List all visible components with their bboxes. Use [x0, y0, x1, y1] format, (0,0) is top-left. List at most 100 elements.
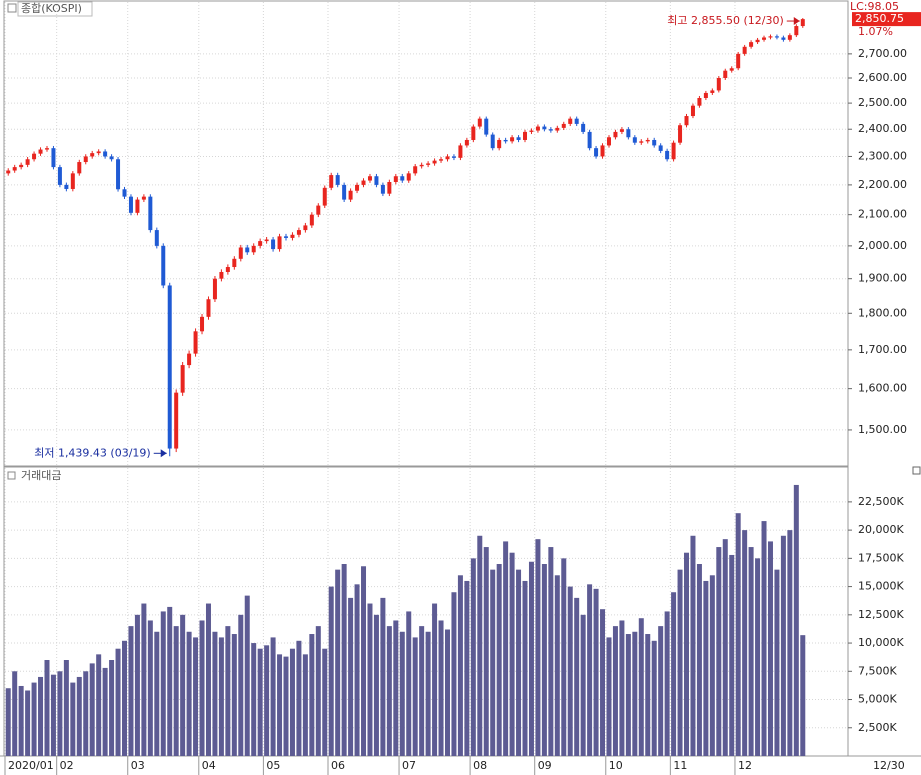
candle-body	[587, 131, 592, 149]
y-tick-label: 2,600.00	[858, 71, 907, 84]
candle-body	[523, 131, 528, 140]
bar	[451, 592, 457, 756]
bar	[696, 564, 702, 756]
candle-body	[535, 126, 540, 131]
bar	[251, 643, 257, 756]
bar	[257, 648, 263, 756]
candle-body	[703, 92, 708, 99]
y-tick-label: 22,500K	[858, 495, 904, 508]
bar	[141, 603, 147, 756]
candle-body	[64, 184, 69, 189]
candle-body	[70, 173, 75, 189]
bar	[580, 614, 586, 756]
y-tick-label: 2,200.00	[858, 178, 907, 191]
candle-body	[19, 164, 24, 168]
candle-body	[284, 236, 288, 238]
bar	[638, 618, 644, 756]
bar	[186, 631, 192, 756]
candle-body	[406, 173, 411, 181]
candle-body	[6, 170, 11, 174]
candle-body	[768, 36, 773, 38]
candle-body	[658, 145, 663, 151]
candle-body	[187, 353, 192, 366]
bar	[96, 654, 102, 756]
bar	[160, 611, 166, 756]
bar	[5, 688, 11, 756]
x-tick-label: 08	[473, 759, 487, 772]
bar	[800, 635, 806, 756]
candle-body	[212, 278, 217, 300]
candle-body	[109, 156, 114, 160]
bar	[774, 569, 780, 756]
x-tick-label: 11	[673, 759, 687, 772]
bar	[787, 530, 793, 756]
bar	[63, 660, 69, 756]
candle-body	[355, 184, 360, 191]
bar	[767, 541, 773, 756]
candle-body	[245, 247, 250, 253]
bar	[632, 631, 638, 756]
candle-body	[439, 159, 444, 161]
candle-body	[613, 131, 618, 138]
bar	[722, 539, 728, 756]
bar	[277, 654, 283, 756]
candle-body	[471, 126, 476, 140]
candle-body	[477, 118, 482, 127]
y-tick-label: 1,800.00	[858, 306, 907, 319]
bar	[677, 569, 683, 756]
y-tick-label: 2,500K	[858, 721, 897, 734]
candle-body	[322, 187, 327, 206]
candle-body	[12, 167, 17, 171]
bar	[89, 663, 95, 756]
bar	[444, 629, 450, 756]
candle-body	[290, 234, 295, 238]
candle-body	[380, 184, 385, 194]
candle-body	[516, 137, 521, 140]
candle-body	[180, 365, 185, 393]
y-tick-label: 2,500.00	[858, 96, 907, 109]
bar	[44, 660, 50, 756]
bar	[587, 584, 593, 756]
x-tick-label: 03	[131, 759, 145, 772]
y-tick-label: 5,000K	[858, 693, 897, 706]
candle-body	[445, 156, 450, 160]
bar	[709, 575, 715, 756]
bar	[244, 595, 250, 756]
candle-body	[490, 134, 495, 149]
bar	[425, 631, 431, 756]
candle-body	[219, 271, 224, 279]
bar	[341, 564, 347, 756]
bar	[393, 620, 399, 756]
candle-body	[38, 149, 43, 154]
bar	[651, 640, 657, 756]
y-tick-label: 1,900.00	[858, 272, 907, 285]
bar	[38, 676, 44, 756]
bar	[742, 530, 748, 756]
y-tick-label: 15,000K	[858, 580, 904, 593]
candle-body	[225, 267, 230, 272]
candle-body	[568, 118, 573, 124]
candle-body	[361, 180, 366, 185]
bar	[567, 586, 573, 756]
candle-body	[645, 139, 650, 142]
bar	[716, 547, 722, 756]
candle-body	[736, 53, 741, 69]
candle-body	[206, 299, 211, 317]
candle-body	[387, 181, 392, 194]
bar	[432, 603, 438, 756]
bar	[50, 674, 56, 756]
bar	[412, 637, 418, 756]
bar	[735, 513, 741, 756]
annotation-arrowhead	[160, 449, 167, 458]
candle-body	[57, 167, 62, 185]
bar	[270, 637, 276, 756]
candle-body	[529, 130, 534, 132]
volume-title: 거래대금	[21, 469, 61, 482]
price-frame	[3, 0, 849, 467]
candle-body	[154, 230, 159, 246]
last-price-box	[852, 12, 921, 27]
bar	[18, 685, 24, 756]
candle-body	[77, 162, 82, 174]
candle-body	[374, 176, 379, 185]
candle-body	[251, 245, 256, 253]
